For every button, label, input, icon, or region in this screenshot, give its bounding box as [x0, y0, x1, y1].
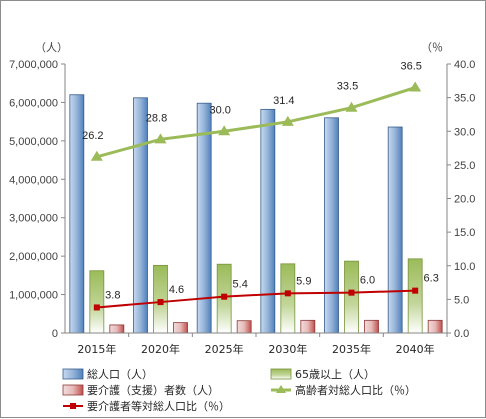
x-tick-label: 2040年 [396, 342, 435, 356]
data-label-care-ratio: 5.9 [296, 275, 311, 287]
bar-care [364, 319, 379, 334]
data-label-elderly-ratio: 26.2 [82, 130, 103, 142]
bar-care [427, 319, 443, 334]
marker-elderly-ratio [409, 81, 422, 92]
left-axis-ticks: 0 1,000,000 2,000,000 3,000,000 4,000,000 5,0… [9, 59, 58, 340]
marker-elderly-ratio [154, 133, 167, 144]
right-tick-label: 5.0 [454, 294, 469, 306]
x-axis-ticks: 2015年 2020年 2025年 2030年 2035年 2040年 [77, 342, 434, 356]
bar-elderly [280, 263, 296, 334]
marker-elderly-ratio [90, 150, 103, 161]
left-tick-label: 4,000,000 [9, 174, 58, 186]
marker-care-ratio [93, 304, 100, 311]
marker-elderly-ratio [345, 101, 358, 112]
legend-swatch-care [62, 384, 84, 396]
data-label-elderly-ratio: 36.5 [400, 61, 421, 73]
marker-care-ratio [284, 290, 291, 297]
data-label-elderly-ratio: 28.8 [146, 112, 167, 124]
marker-care-ratio [412, 287, 419, 294]
right-tick-label: 20.0 [454, 194, 475, 206]
data-label-elderly-ratio: 33.5 [337, 81, 358, 93]
marker-care-ratio [348, 289, 355, 296]
right-tick-label: 40.0 [454, 59, 475, 71]
x-tick-label: 2015年 [77, 342, 116, 356]
left-tick-label: 2,000,000 [9, 251, 58, 263]
left-tick-label: 5,000,000 [9, 136, 58, 148]
left-tick-label: 7,000,000 [9, 59, 58, 71]
data-label-care-ratio: 3.8 [105, 289, 120, 301]
bar-elderly [344, 260, 359, 334]
x-tick-label: 2020年 [141, 342, 180, 356]
legend-marker-elderly-ratio [276, 385, 286, 393]
legend-label-care: 要介護（支援）者数（人） [87, 383, 219, 397]
left-tick-label: 6,000,000 [9, 97, 58, 109]
bar-care [173, 322, 188, 334]
legend-item-elderly-ratio: 高齢者対総人口比（％） [271, 383, 416, 397]
line-series: 26.2 28.8 30.0 31.4 33.5 36.5 3.8 4.6 5.4 5.9 6.0 6… [82, 61, 439, 311]
x-tick-label: 2030年 [268, 342, 307, 356]
bar-elderly [407, 258, 423, 334]
bar-population [133, 97, 148, 334]
bar-population [387, 126, 403, 334]
legend-label-elderly-ratio: 高齢者対総人口比（％） [295, 383, 416, 397]
left-axis-unit: （人） [35, 41, 68, 54]
right-tick-label: 30.0 [454, 126, 475, 138]
bar-care [236, 320, 252, 334]
legend-label-population: 総人口（人） [87, 367, 153, 381]
legend-label-elderly: 65歳以上（人） [295, 368, 375, 381]
marker-care-ratio [221, 293, 228, 300]
line-elderly-ratio [96, 86, 416, 159]
left-tick-label: 0 [52, 328, 58, 340]
data-label-elderly-ratio: 30.0 [209, 104, 230, 116]
legend-swatch-population [62, 368, 84, 380]
data-label-care-ratio: 5.4 [233, 279, 248, 291]
chart-axes [61, 63, 451, 337]
data-label-care-ratio: 6.0 [360, 275, 375, 287]
bar-population [324, 117, 339, 334]
bar-population [260, 108, 276, 334]
legend-swatch-elderly [270, 368, 292, 380]
right-tick-label: 25.0 [454, 160, 475, 172]
marker-elderly-ratio [281, 115, 294, 126]
left-tick-label: 1,000,000 [9, 290, 58, 302]
line-care-ratio [96, 289, 416, 309]
bar-series [69, 94, 443, 334]
data-label-care-ratio: 6.3 [424, 273, 439, 285]
bar-elderly [89, 270, 105, 334]
left-tick-label: 3,000,000 [9, 213, 58, 225]
legend-item-care: 要介護（支援）者数（人） [62, 383, 219, 397]
right-tick-label: 15.0 [454, 227, 475, 239]
right-tick-label: 35.0 [454, 93, 475, 105]
x-tick-label: 2025年 [205, 342, 244, 356]
x-tick-label: 2035年 [332, 342, 371, 356]
data-label-care-ratio: 4.6 [169, 284, 184, 296]
marker-elderly-ratio [218, 125, 231, 136]
legend-marker-care-ratio [70, 403, 76, 409]
right-axis-ticks: 0.0 5.0 10.0 15.0 20.0 25.0 30.0 35.0 40.0 [454, 59, 475, 340]
legend-item-elderly: 65歳以上（人） [270, 368, 375, 381]
right-tick-label: 10.0 [454, 261, 475, 273]
chart-legend: 総人口（人） 65歳以上（人） 要介護（支援）者数（人） 高齢者対総人口比（％）… [62, 367, 416, 413]
legend-item-population: 総人口（人） [62, 367, 153, 381]
data-label-elderly-ratio: 31.4 [273, 95, 294, 107]
legend-item-care-ratio: 要介護者等対総人口比（％） [63, 399, 230, 413]
bar-care [300, 319, 316, 334]
right-axis-unit: （％ [421, 41, 443, 54]
legend-label-care-ratio: 要介護者等対総人口比（％） [87, 399, 230, 413]
bar-care [109, 324, 125, 334]
right-tick-label: 0.0 [454, 328, 469, 340]
marker-care-ratio [157, 299, 164, 306]
